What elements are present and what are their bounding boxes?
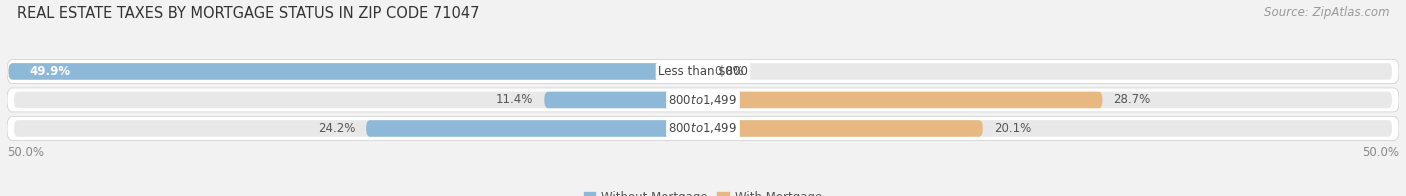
Text: Source: ZipAtlas.com: Source: ZipAtlas.com xyxy=(1264,6,1389,19)
Text: 20.1%: 20.1% xyxy=(994,122,1031,135)
FancyBboxPatch shape xyxy=(14,63,1392,80)
FancyBboxPatch shape xyxy=(703,120,983,137)
FancyBboxPatch shape xyxy=(703,92,1102,108)
Text: 50.0%: 50.0% xyxy=(1362,146,1399,159)
FancyBboxPatch shape xyxy=(7,59,1399,83)
FancyBboxPatch shape xyxy=(14,92,1392,108)
Text: Less than $800: Less than $800 xyxy=(658,65,748,78)
FancyBboxPatch shape xyxy=(7,116,1399,141)
Text: 11.4%: 11.4% xyxy=(496,93,533,106)
Legend: Without Mortgage, With Mortgage: Without Mortgage, With Mortgage xyxy=(579,186,827,196)
FancyBboxPatch shape xyxy=(14,120,1392,137)
FancyBboxPatch shape xyxy=(544,92,703,108)
Text: $800 to $1,499: $800 to $1,499 xyxy=(668,122,738,135)
Text: 50.0%: 50.0% xyxy=(7,146,44,159)
FancyBboxPatch shape xyxy=(366,120,703,137)
FancyBboxPatch shape xyxy=(7,88,1399,112)
Text: 28.7%: 28.7% xyxy=(1114,93,1152,106)
Text: REAL ESTATE TAXES BY MORTGAGE STATUS IN ZIP CODE 71047: REAL ESTATE TAXES BY MORTGAGE STATUS IN … xyxy=(17,6,479,21)
Text: 0.0%: 0.0% xyxy=(714,65,744,78)
Text: 24.2%: 24.2% xyxy=(318,122,354,135)
FancyBboxPatch shape xyxy=(8,63,703,80)
Text: 49.9%: 49.9% xyxy=(30,65,70,78)
Text: $800 to $1,499: $800 to $1,499 xyxy=(668,93,738,107)
